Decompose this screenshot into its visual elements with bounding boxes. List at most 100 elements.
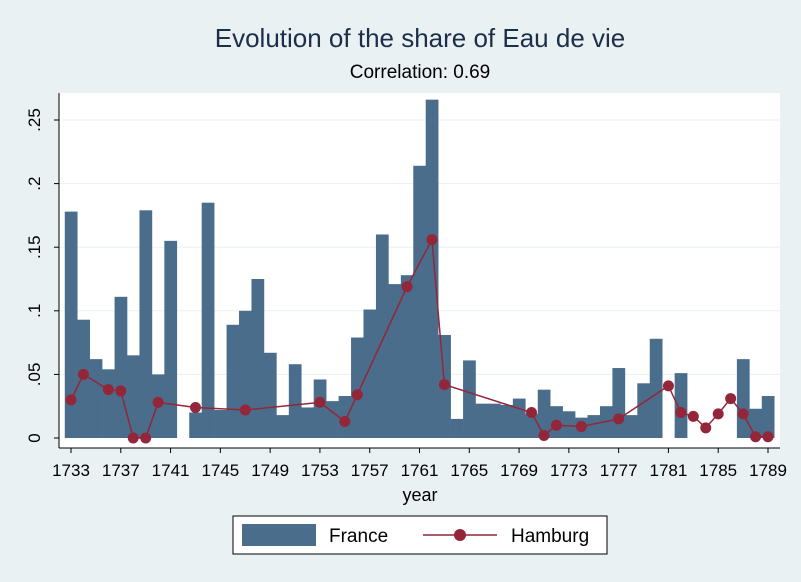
hamburg-point: [127, 432, 139, 444]
france-bar: [649, 338, 663, 438]
hamburg-point: [613, 413, 625, 425]
france-bar: [425, 99, 439, 438]
axes: 0 .05 .1 .15 .2 .25 1733 1737 1741 1745 1749 1753 17…: [25, 93, 787, 480]
france-bar: [363, 309, 377, 438]
hamburg-point: [401, 281, 413, 293]
hamburg-point: [65, 394, 77, 406]
france-bar: [612, 368, 626, 438]
france-bars: [64, 99, 775, 439]
france-bar: [674, 373, 688, 438]
x-tick-label: 1789: [749, 461, 787, 480]
hamburg-point: [575, 421, 587, 433]
france-bar: [239, 310, 252, 438]
france-bar: [761, 396, 775, 438]
hamburg-point: [152, 396, 164, 408]
france-bar: [537, 389, 551, 438]
hamburg-point: [140, 432, 152, 444]
france-bar: [463, 360, 476, 438]
hamburg-point: [438, 379, 450, 391]
hamburg-point: [712, 408, 724, 420]
france-bar: [313, 379, 327, 438]
france-bar: [89, 359, 103, 438]
hamburg-point: [351, 389, 363, 401]
x-tick-label: 1785: [699, 461, 737, 480]
hamburg-line: [65, 234, 774, 444]
france-bar: [127, 355, 140, 438]
x-tick-label: 1769: [500, 461, 538, 480]
france-bar: [475, 403, 489, 438]
france-bar: [736, 359, 750, 438]
hamburg-point: [762, 431, 774, 443]
france-bar: [587, 415, 601, 438]
x-tick-label: 1781: [650, 461, 688, 480]
france-bar: [512, 398, 526, 438]
france-bar: [201, 202, 215, 438]
france-bar: [388, 284, 402, 438]
france-bar: [624, 415, 638, 438]
hamburg-point: [725, 393, 737, 405]
legend-france-swatch: [242, 524, 316, 546]
x-axis-title: year: [402, 485, 437, 505]
x-tick-label: 1777: [600, 461, 638, 480]
france-bar: [413, 165, 427, 439]
hamburg-point: [102, 384, 114, 396]
x-tick-label: 1741: [152, 461, 190, 480]
y-tick-label: .05: [25, 363, 44, 387]
france-bar: [487, 403, 501, 438]
france-bar: [400, 275, 414, 438]
hamburg-point: [339, 415, 351, 427]
france-bar: [301, 407, 315, 438]
hamburg-point: [675, 407, 687, 419]
x-tick-label: 1733: [52, 461, 90, 480]
france-bar: [276, 415, 290, 438]
france-bar: [375, 234, 389, 438]
x-tick-label: 1753: [301, 461, 339, 480]
legend-hamburg-label: Hamburg: [511, 526, 589, 547]
france-bar: [500, 404, 514, 438]
france-bar: [214, 410, 227, 438]
x-tick-label: 1773: [550, 461, 588, 480]
hamburg-point: [700, 422, 712, 434]
legend-france-label: France: [329, 526, 388, 547]
france-bar: [139, 210, 153, 438]
france-bar: [189, 412, 202, 438]
hamburg-point: [538, 429, 550, 441]
y-tick-label: .1: [25, 304, 44, 318]
hamburg-point: [77, 368, 89, 380]
france-bar: [562, 411, 576, 438]
france-bar: [263, 352, 277, 438]
france-bar: [102, 369, 115, 438]
legend-hamburg-marker: [454, 529, 466, 541]
y-tick-label: .15: [25, 235, 44, 259]
france-bar: [64, 211, 78, 438]
hamburg-point: [550, 419, 562, 431]
x-tick-label: 1761: [401, 461, 439, 480]
x-tick-label: 1737: [102, 461, 140, 480]
x-tick-label: 1745: [201, 461, 239, 480]
france-bar: [251, 279, 265, 438]
hamburg-point: [189, 401, 201, 413]
x-tick-label: 1757: [351, 461, 389, 480]
x-tick-label: 1749: [251, 461, 289, 480]
x-tick-label: 1765: [450, 461, 488, 480]
hamburg-point: [687, 410, 699, 422]
chart-title: Evolution of the share of Eau de vie: [215, 23, 626, 53]
hamburg-point: [750, 431, 762, 443]
y-tick-label: .25: [25, 108, 44, 132]
hamburg-point: [314, 396, 326, 408]
chart-subtitle: Correlation: 0.69: [350, 62, 490, 83]
hamburg-point: [115, 385, 127, 397]
y-tick-label: .2: [25, 177, 44, 191]
hamburg-point: [426, 234, 438, 246]
hamburg-point: [737, 408, 749, 420]
france-bar: [351, 337, 364, 438]
france-bar: [326, 401, 339, 438]
france-bar: [114, 296, 128, 438]
france-bar: [226, 324, 240, 438]
france-bar: [288, 364, 302, 438]
y-tick-label: 0: [25, 433, 44, 442]
france-bar: [450, 418, 464, 438]
hamburg-point: [526, 407, 538, 419]
